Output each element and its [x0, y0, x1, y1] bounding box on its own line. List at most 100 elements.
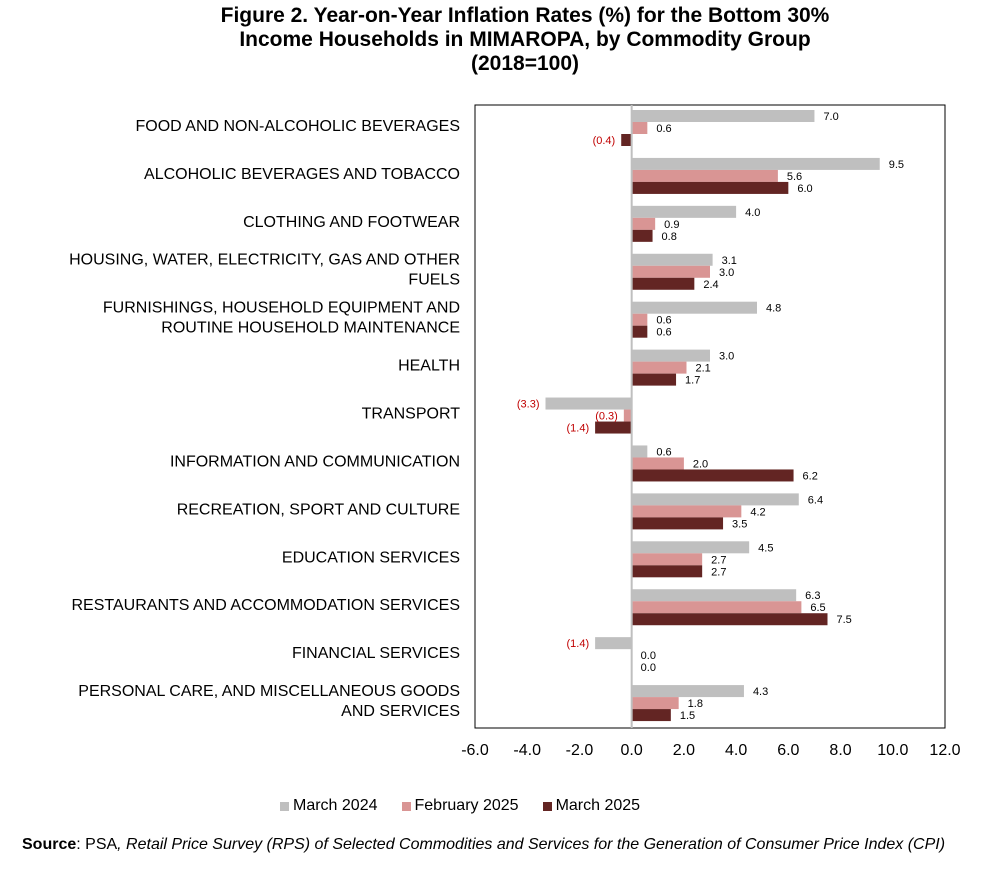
value-label-march-2024-10: 4.5 — [758, 542, 773, 554]
value-label-march-2024-1: 7.0 — [823, 111, 838, 123]
value-labels-layer: 7.00.6(0.4)9.55.66.04.00.90.83.13.02.44.… — [517, 111, 904, 722]
bar-february-2025-5 — [631, 313, 648, 326]
value-label-march-2025-12: 0.0 — [641, 662, 656, 674]
value-label-february-2025-8: 2.0 — [693, 458, 708, 470]
x-tick-label-10: 12.0 — [929, 742, 960, 759]
value-label-march-2025-3: 0.8 — [662, 231, 677, 243]
value-label-march-2025-8: 6.2 — [803, 470, 818, 482]
value-label-february-2025-11: 6.5 — [810, 602, 825, 614]
source-label: Source — [22, 836, 77, 853]
bar-march-2025-10 — [631, 565, 703, 578]
value-label-february-2025-2: 5.6 — [787, 171, 802, 183]
value-label-march-2025-11: 7.5 — [837, 614, 852, 626]
value-label-february-2025-9: 4.2 — [750, 506, 765, 518]
bar-march-2024-5 — [631, 301, 757, 314]
bar-march-2024-10 — [631, 541, 750, 554]
x-tick-label-1: -6.0 — [461, 742, 489, 759]
bar-march-2025-11 — [631, 613, 828, 626]
bar-march-2025-6 — [631, 373, 677, 386]
bar-march-2024-11 — [631, 589, 797, 602]
legend-item-march-2024: March 2024 — [280, 797, 378, 815]
bar-february-2025-8 — [631, 457, 684, 470]
value-label-march-2024-8: 0.6 — [656, 446, 671, 458]
legend-label-february-2025: February 2025 — [414, 797, 519, 814]
category-label-3: CLOTHING AND FOOTWEAR — [243, 214, 460, 231]
chart-title: Figure 2. Year-on-Year Inflation Rates (… — [60, 4, 990, 76]
category-label-5-line-1: FURNISHINGS, HOUSEHOLD EQUIPMENT AND — [103, 300, 460, 317]
chart-title-line-3: (2018=100) — [470, 52, 579, 75]
value-label-march-2025-1: (0.4) — [593, 135, 616, 147]
bar-chart: 7.00.6(0.4)9.55.66.04.00.90.83.13.02.44.… — [69, 104, 961, 759]
category-label-13-line-1: PERSONAL CARE, AND MISCELLANEOUS GOODS — [78, 683, 460, 700]
value-label-march-2024-4: 3.1 — [722, 255, 737, 267]
source-detail: , Retail Price Survey (RPS) of Selected … — [117, 836, 946, 853]
bar-march-2025-9 — [631, 517, 724, 530]
legend-item-february-2025: February 2025 — [401, 797, 519, 815]
value-label-march-2024-6: 3.0 — [719, 351, 734, 363]
x-tick-label-9: 10.0 — [877, 742, 908, 759]
category-label-8: INFORMATION AND COMMUNICATION — [170, 453, 460, 470]
x-tick-label-3: -2.0 — [566, 742, 594, 759]
bar-march-2025-4 — [631, 277, 695, 290]
bar-february-2025-3 — [631, 217, 656, 230]
value-label-february-2025-3: 0.9 — [664, 219, 679, 231]
value-label-march-2025-6: 1.7 — [685, 375, 700, 387]
category-label-7: TRANSPORT — [362, 406, 461, 423]
bar-february-2025-11 — [631, 601, 802, 614]
value-label-march-2024-13: 4.3 — [753, 686, 768, 698]
category-label-2: ALCOHOLIC BEVERAGES AND TOBACCO — [144, 166, 460, 183]
value-label-march-2024-3: 4.0 — [745, 207, 760, 219]
value-label-march-2024-7: (3.3) — [517, 399, 540, 411]
bar-march-2024-12 — [595, 637, 632, 650]
x-tick-label-2: -4.0 — [513, 742, 541, 759]
legend: March 2024 February 2025 March 2025 — [280, 796, 664, 816]
legend-swatch-march-2024 — [280, 801, 289, 811]
value-label-february-2025-4: 3.0 — [719, 267, 734, 279]
legend-swatch-march-2025 — [542, 801, 552, 811]
bar-march-2025-1 — [621, 134, 632, 146]
source-prefix: : PSA — [76, 836, 118, 853]
chart-title-line-2: Income Households in MIMAROPA, by Commod… — [239, 28, 811, 51]
bar-february-2025-9 — [631, 505, 742, 518]
value-label-march-2024-5: 4.8 — [766, 303, 781, 315]
category-label-4-line-2: FUELS — [408, 272, 460, 289]
x-tick-label-4: 0.0 — [621, 742, 643, 759]
value-label-february-2025-13: 1.8 — [688, 698, 703, 710]
value-label-february-2025-5: 0.6 — [656, 315, 671, 327]
category-label-10: EDUCATION SERVICES — [282, 549, 460, 566]
x-tick-label-8: 8.0 — [829, 742, 851, 759]
source-note: Source: PSA, Retail Price Survey (RPS) o… — [22, 835, 962, 855]
x-axis-ticks-layer: -6.0 -4.0 -2.0 0.0 2.0 4.0 6.0 8.0 10.0 12.0 — [461, 105, 961, 759]
category-label-13-line-2: AND SERVICES — [341, 703, 460, 720]
bar-march-2024-9 — [631, 493, 799, 506]
category-label-5-line-2: ROUTINE HOUSEHOLD MAINTENANCE — [161, 320, 460, 337]
value-label-march-2025-9: 3.5 — [732, 518, 747, 530]
value-label-february-2025-6: 2.1 — [696, 363, 711, 375]
value-label-march-2024-11: 6.3 — [805, 590, 820, 602]
value-label-march-2025-5: 0.6 — [656, 327, 671, 339]
legend-label-march-2024: March 2024 — [293, 797, 378, 814]
value-label-march-2024-9: 6.4 — [808, 494, 823, 506]
plot-area — [474, 104, 946, 729]
bar-march-2024-4 — [631, 253, 713, 266]
category-label-6: HEALTH — [398, 358, 460, 375]
value-label-march-2024-2: 9.5 — [889, 159, 904, 171]
legend-swatch-february-2025 — [401, 801, 411, 811]
bar-march-2024-13 — [631, 685, 744, 698]
bars-layer — [545, 110, 880, 722]
value-label-march-2025-4: 2.4 — [703, 279, 718, 291]
bar-march-2025-8 — [631, 469, 794, 482]
bar-february-2025-6 — [631, 361, 687, 374]
category-label-12: FINANCIAL SERVICES — [292, 645, 460, 662]
bar-march-2024-6 — [631, 349, 710, 362]
x-tick-label-5: 2.0 — [673, 742, 695, 759]
legend-item-march-2025: March 2025 — [542, 797, 640, 815]
x-tick-label-7: 6.0 — [777, 742, 799, 759]
bar-march-2024-8 — [631, 445, 648, 458]
category-label-1: FOOD AND NON-ALCOHOLIC BEVERAGES — [135, 118, 460, 135]
category-labels-layer: FOOD AND NON-ALCOHOLIC BEVERAGES ALCOHOLI… — [69, 118, 460, 720]
bar-february-2025-13 — [631, 697, 679, 710]
bar-february-2025-2 — [631, 169, 778, 182]
value-label-february-2025-1: 0.6 — [656, 123, 671, 135]
value-label-march-2025-10: 2.7 — [711, 566, 726, 578]
